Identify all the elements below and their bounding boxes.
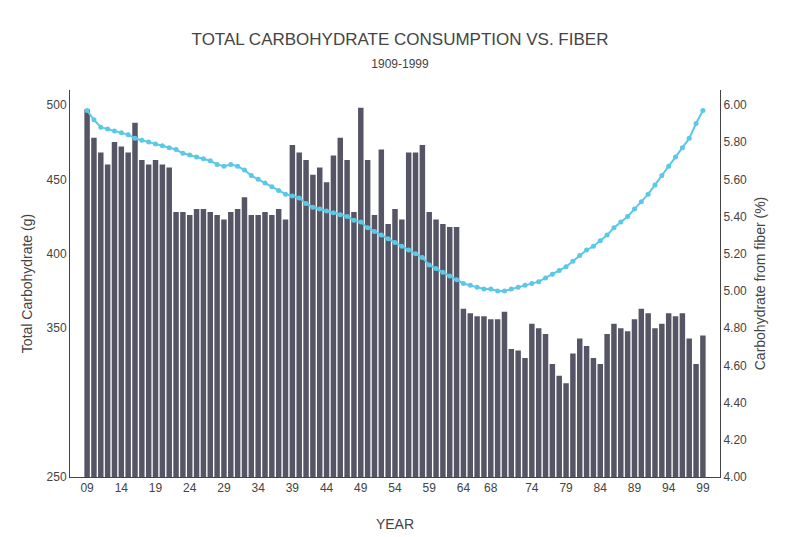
svg-text:64: 64 [457,481,471,495]
svg-text:4.00: 4.00 [723,470,747,484]
svg-text:09: 09 [80,481,94,495]
svg-text:29: 29 [217,481,231,495]
svg-text:1909-1999: 1909-1999 [371,57,429,71]
svg-text:4.80: 4.80 [723,321,747,335]
svg-text:34: 34 [251,481,265,495]
svg-text:4.20: 4.20 [723,433,747,447]
svg-text:450: 450 [47,173,67,187]
svg-text:500: 500 [47,98,67,112]
svg-text:6.00: 6.00 [723,98,747,112]
svg-text:49: 49 [354,481,368,495]
svg-text:Total Carbohydrate (g): Total Carbohydrate (g) [19,214,35,353]
svg-text:400: 400 [47,247,67,261]
svg-text:89: 89 [628,481,642,495]
svg-text:79: 79 [559,481,573,495]
svg-text:TOTAL CARBOHYDRATE CONSUMPTION: TOTAL CARBOHYDRATE CONSUMPTION VS. FIBER [192,30,609,49]
svg-text:5.60: 5.60 [723,173,747,187]
svg-text:84: 84 [594,481,608,495]
svg-text:74: 74 [525,481,539,495]
svg-text:Carbohydrate from fiber (%): Carbohydrate from fiber (%) [752,197,768,371]
svg-text:44: 44 [320,481,334,495]
svg-text:YEAR: YEAR [376,516,414,532]
svg-text:59: 59 [423,481,437,495]
svg-text:68: 68 [484,481,498,495]
svg-text:350: 350 [47,321,67,335]
svg-text:5.00: 5.00 [723,284,747,298]
svg-text:39: 39 [286,481,300,495]
svg-text:250: 250 [47,470,67,484]
svg-text:4.40: 4.40 [723,396,747,410]
svg-text:4.60: 4.60 [723,359,747,373]
svg-text:5.20: 5.20 [723,247,747,261]
svg-text:5.80: 5.80 [723,135,747,149]
svg-text:14: 14 [115,481,129,495]
svg-text:94: 94 [662,481,676,495]
svg-text:24: 24 [183,481,197,495]
svg-text:5.40: 5.40 [723,210,747,224]
svg-text:99: 99 [696,481,710,495]
svg-text:54: 54 [388,481,402,495]
svg-text:19: 19 [149,481,163,495]
